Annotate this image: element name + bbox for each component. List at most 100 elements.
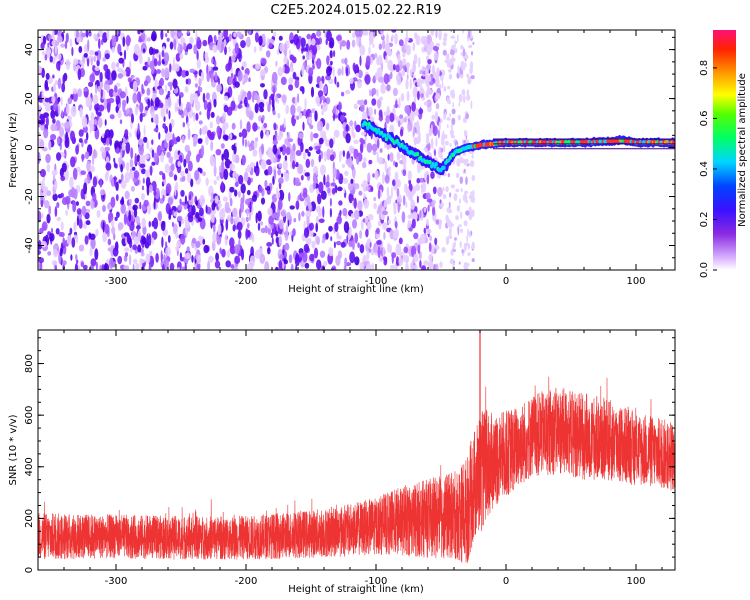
noise-speckle: [142, 65, 148, 71]
noise-speckle: [366, 142, 373, 153]
spectrogram-marks: [38, 30, 675, 270]
noise-speckle: [79, 107, 83, 118]
noise-speckle: [302, 251, 308, 263]
noise-speckle: [102, 221, 105, 233]
noise-speckle: [143, 125, 146, 137]
noise-speckle: [278, 177, 284, 184]
noise-speckle: [132, 80, 138, 93]
noise-speckle: [409, 68, 413, 77]
snr-xlabel: Height of straight line (km): [288, 584, 424, 595]
noise-speckle: [391, 254, 394, 264]
noise-speckle: [141, 168, 146, 175]
noise-speckle: [175, 53, 181, 62]
noise-speckle: [182, 121, 186, 128]
noise-speckle: [44, 200, 50, 209]
noise-speckle: [322, 102, 328, 112]
noise-speckle: [407, 170, 412, 181]
noise-speckle: [78, 244, 85, 252]
noise-speckle: [344, 89, 351, 95]
faint-speckle: [472, 190, 475, 198]
noise-speckle: [392, 63, 396, 71]
noise-speckles: [38, 30, 476, 270]
noise-speckle: [430, 171, 435, 179]
noise-speckle: [161, 142, 165, 150]
noise-speckle: [435, 219, 440, 225]
noise-speckle: [184, 222, 190, 229]
noise-speckle: [67, 115, 72, 122]
noise-speckle: [425, 136, 430, 145]
noise-speckle: [330, 182, 337, 187]
noise-speckle: [252, 122, 258, 132]
noise-speckle: [75, 201, 79, 206]
noise-speckle: [413, 264, 418, 270]
noise-speckle: [305, 43, 309, 52]
noise-speckle: [205, 92, 210, 101]
noise-speckle: [211, 202, 216, 211]
noise-speckle: [353, 103, 358, 110]
noise-speckle: [195, 200, 199, 207]
noise-speckle: [397, 53, 401, 64]
noise-speckle: [326, 66, 332, 77]
faint-speckle: [440, 75, 444, 82]
noise-speckle: [129, 254, 132, 266]
noise-speckle: [89, 165, 96, 173]
noise-speckle: [107, 212, 114, 223]
noise-speckle: [393, 206, 397, 215]
noise-speckle: [371, 87, 377, 96]
noise-speckle: [437, 129, 440, 139]
noise-speckle: [74, 234, 77, 240]
noise-speckle: [54, 206, 58, 218]
noise-speckle: [81, 61, 85, 69]
faint-speckle: [463, 139, 467, 145]
noise-speckle: [389, 112, 395, 123]
noise-speckle: [365, 186, 370, 191]
noise-speckle: [39, 139, 45, 150]
noise-speckle: [234, 244, 240, 255]
noise-speckle: [356, 156, 360, 165]
x-tick-label: -100: [365, 576, 388, 587]
noise-speckle: [398, 257, 404, 266]
noise-speckle: [342, 150, 345, 158]
noise-speckle: [173, 211, 177, 217]
x-tick-label: 0: [503, 576, 509, 587]
noise-speckle: [413, 232, 419, 240]
noise-speckle: [187, 150, 192, 157]
noise-speckle: [98, 38, 101, 50]
noise-speckle: [46, 213, 51, 224]
noise-speckle: [114, 85, 118, 93]
noise-speckle: [314, 145, 321, 150]
noise-speckle: [118, 156, 123, 164]
noise-speckle: [275, 60, 278, 67]
noise-speckle: [41, 89, 44, 100]
noise-speckle: [357, 79, 362, 89]
spectrogram-ylabel: Frequency (Hz): [8, 112, 19, 188]
noise-speckle: [382, 222, 388, 230]
noise-speckle: [252, 149, 258, 157]
faint-speckle: [466, 89, 469, 98]
noise-speckle: [119, 91, 126, 99]
noise-speckle: [57, 53, 62, 61]
noise-speckle: [371, 98, 377, 106]
noise-speckle: [354, 232, 359, 244]
y-tick-label: -20: [24, 188, 35, 204]
noise-speckle: [204, 51, 209, 60]
noise-speckle: [217, 202, 222, 208]
noise-speckle: [362, 161, 367, 169]
noise-speckle: [65, 209, 68, 216]
noise-speckle: [210, 141, 214, 151]
noise-speckle: [202, 39, 208, 47]
noise-speckle: [57, 104, 61, 116]
noise-speckle: [181, 69, 187, 78]
noise-speckle: [151, 139, 154, 146]
noise-speckle: [297, 164, 304, 175]
noise-speckle: [45, 102, 51, 112]
noise-speckle: [230, 100, 236, 111]
noise-speckle: [169, 83, 173, 91]
noise-speckle: [377, 76, 384, 83]
noise-speckle: [341, 91, 345, 97]
faint-speckle: [442, 137, 445, 147]
noise-speckle: [248, 77, 251, 82]
noise-speckle: [435, 263, 439, 270]
noise-speckle: [308, 116, 312, 124]
noise-speckle: [60, 192, 64, 198]
